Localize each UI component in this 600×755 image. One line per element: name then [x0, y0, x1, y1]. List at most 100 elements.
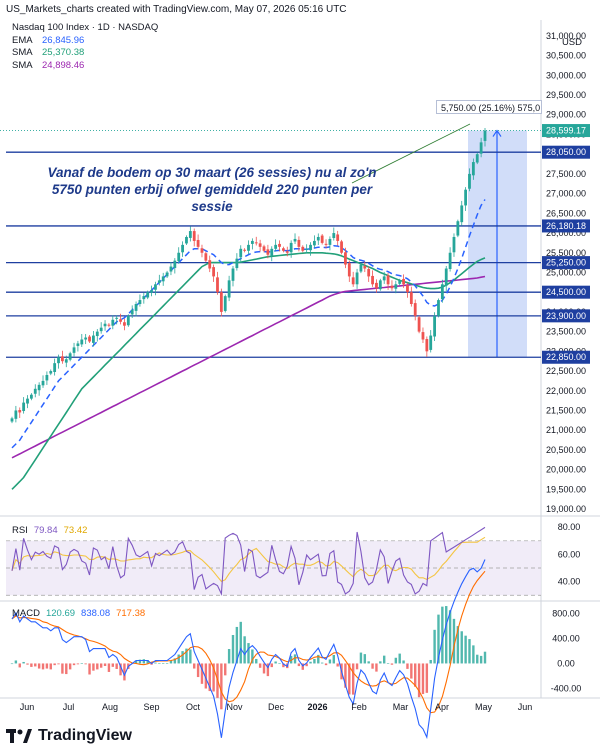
- y-tick-label: 22,000.00: [546, 386, 586, 396]
- macd-histogram-bar: [49, 663, 52, 670]
- x-tick-label: Aug: [102, 702, 118, 712]
- macd-histogram-bar: [208, 663, 211, 692]
- candle-body: [359, 264, 363, 272]
- macd-histogram-bar: [328, 659, 332, 664]
- y-tick-label: 20,500.00: [546, 445, 586, 455]
- candle-body: [243, 249, 247, 251]
- macd-line-value: 838.08: [81, 608, 111, 619]
- candle-body: [208, 260, 212, 269]
- footer-brand: TradingView: [6, 727, 132, 745]
- macd-histogram-bar: [200, 663, 204, 684]
- candle-body: [250, 240, 254, 244]
- ema-label: EMA: [12, 34, 33, 46]
- macd-histogram-bar: [309, 661, 312, 664]
- macd-histogram-bar: [332, 654, 335, 664]
- macd-histogram-bar: [348, 663, 351, 695]
- candle-body: [316, 236, 320, 241]
- macd-histogram-bar: [464, 635, 467, 664]
- candle-body: [406, 285, 409, 293]
- macd-histogram-bar: [224, 663, 227, 676]
- macd-histogram-bar: [227, 649, 231, 664]
- macd-histogram-bar: [317, 654, 320, 664]
- candle-body: [313, 240, 316, 246]
- macd-histogram-bar: [123, 663, 126, 681]
- candle-body: [247, 244, 250, 251]
- candle-body: [390, 285, 394, 289]
- currency-label: USD: [561, 37, 582, 48]
- rsi-ma-line: [11, 536, 486, 583]
- rsi-tick-label: 80.00: [558, 522, 581, 532]
- macd-histogram-bar: [119, 663, 122, 676]
- macd-tick-label: 0.00: [557, 658, 575, 668]
- macd-histogram-bar: [173, 658, 177, 664]
- candle-body: [270, 248, 274, 256]
- macd-histogram-bar: [18, 663, 21, 668]
- candle-body: [219, 292, 223, 312]
- y-tick-label: 21,000.00: [546, 425, 586, 435]
- candle-body: [235, 258, 239, 269]
- macd-tick-label: 400.00: [552, 633, 580, 643]
- candle-body: [123, 322, 126, 326]
- candle-body: [433, 315, 436, 337]
- macd-histogram-bar: [433, 629, 436, 664]
- macd-histogram-bar: [320, 662, 324, 664]
- y-tick-label: 26,500.00: [546, 208, 586, 218]
- candle-body: [293, 238, 297, 242]
- candle-body: [107, 324, 111, 326]
- macd-histogram-bar: [177, 654, 180, 664]
- macd-histogram-bar: [429, 659, 432, 664]
- candle-body: [386, 275, 390, 285]
- candle-body: [115, 317, 119, 319]
- measure-label: 5,750.00 (25.16%) 575,0: [436, 100, 542, 114]
- candle-body: [134, 304, 138, 311]
- macd-title: MACD: [12, 608, 40, 619]
- ema-line: [11, 199, 486, 449]
- candle-body: [33, 388, 37, 394]
- candle-body: [157, 280, 161, 283]
- candle-body: [111, 319, 115, 326]
- candle-body: [363, 266, 367, 269]
- candle-body: [444, 268, 448, 286]
- macd-histogram-bar: [324, 663, 328, 666]
- macd-histogram-bar: [204, 663, 208, 689]
- macd-histogram-bar: [390, 663, 394, 665]
- macd-histogram-bar: [84, 663, 87, 665]
- macd-histogram-bar: [76, 663, 80, 665]
- instrument-title[interactable]: Nasdaq 100 Index · 1D · NASDAQ: [12, 22, 159, 33]
- macd-histogram-bar: [479, 655, 483, 664]
- y-tick-label: 22,500.00: [546, 366, 586, 376]
- candle-body: [68, 353, 72, 360]
- x-tick-label: May: [475, 702, 493, 712]
- candle-body: [49, 371, 53, 374]
- macd-histogram-bar: [193, 663, 196, 669]
- candle-body: [22, 402, 26, 412]
- candle-body: [95, 331, 99, 337]
- macd-histogram-bar: [394, 657, 398, 664]
- price-label-box: [542, 219, 590, 233]
- candle-body: [57, 357, 60, 364]
- price-label-box: [542, 309, 590, 323]
- macd-histogram-bar: [417, 663, 421, 698]
- macd-histogram-bar: [336, 663, 339, 667]
- macd-histogram-bar: [134, 660, 138, 664]
- macd-histogram-bar: [355, 663, 359, 670]
- macd-histogram-bar: [289, 655, 293, 664]
- macd-histogram-bar: [158, 663, 161, 664]
- sma-purple-label: SMA: [12, 59, 33, 71]
- candle-body: [452, 236, 456, 253]
- macd-histogram-bar: [243, 636, 246, 664]
- candle-body: [84, 337, 88, 340]
- macd-histogram-bar: [239, 621, 242, 664]
- footer-brand-text: TradingView: [38, 727, 132, 744]
- macd-histogram-bar: [88, 663, 91, 675]
- tradingview-logo-icon: [6, 729, 32, 743]
- macd-histogram-bar: [468, 639, 471, 664]
- macd-histogram-bar: [45, 663, 49, 669]
- price-label-box: [542, 285, 590, 299]
- macd-histogram-bar: [305, 663, 308, 667]
- candle-body: [285, 251, 289, 253]
- annotation-connector: [351, 123, 471, 184]
- y-tick-label: 25,000.00: [546, 267, 586, 277]
- candle-body: [41, 380, 45, 386]
